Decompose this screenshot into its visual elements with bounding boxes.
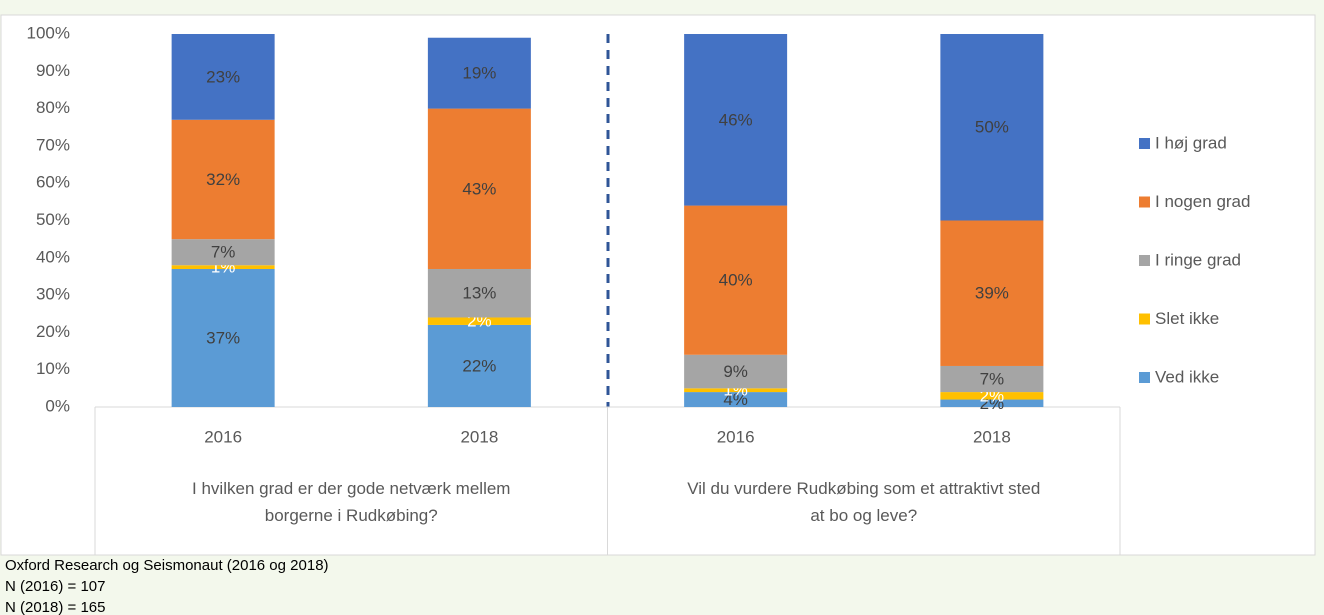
bar-segment [684, 388, 788, 393]
bar-segment [427, 268, 531, 318]
data-label: 19% [462, 64, 496, 83]
data-label: 22% [462, 356, 496, 375]
note: N (2016) = 107 [5, 578, 105, 595]
data-label: 9% [723, 362, 748, 381]
bar-segment [427, 37, 531, 109]
legend-swatch [1139, 138, 1150, 149]
x-tick-label: 2016 [717, 427, 755, 446]
data-label: 43% [462, 179, 496, 198]
legend-swatch [1139, 255, 1150, 266]
bar-segment [684, 354, 788, 389]
y-tick-label: 100% [27, 23, 70, 42]
data-label: 39% [975, 284, 1009, 303]
bar-segment [427, 317, 531, 325]
group-label: Vil du vurdere Rudkøbing som et attrakti… [687, 479, 1040, 525]
y-tick-label: 40% [36, 247, 70, 266]
y-tick-label: 60% [36, 173, 70, 192]
legend-label: I ringe grad [1155, 250, 1241, 269]
x-tick-label: 2018 [460, 427, 498, 446]
bar-segment [940, 220, 1044, 366]
note: N (2018) = 165 [5, 599, 105, 615]
legend-label: I nogen grad [1155, 192, 1250, 211]
bar-segment [940, 365, 1044, 393]
data-label: 40% [719, 271, 753, 290]
legend-swatch [1139, 196, 1150, 208]
x-tick-label: 2016 [204, 427, 242, 446]
y-tick-label: 10% [36, 359, 70, 378]
legend-swatch [1139, 313, 1150, 325]
data-label: 7% [211, 243, 236, 262]
x-tick-label: 2018 [973, 427, 1011, 446]
y-tick-label: 90% [36, 61, 70, 80]
bar-segment [684, 205, 788, 355]
legend-label: I høj grad [1155, 133, 1227, 152]
group-label: I hvilken grad er der gode netværk melle… [192, 479, 510, 525]
y-tick-label: 80% [36, 98, 70, 117]
data-label: 37% [206, 328, 240, 347]
y-tick-label: 50% [36, 210, 70, 229]
y-tick-label: 70% [36, 135, 70, 154]
data-label: 13% [462, 284, 496, 303]
bar-segment [684, 392, 788, 407]
y-tick-label: 30% [36, 285, 70, 304]
bar-segment [171, 239, 275, 266]
data-label: 23% [206, 67, 240, 86]
bar-segment [940, 399, 1044, 407]
legend-swatch [1139, 372, 1150, 383]
bar-segment [171, 265, 275, 269]
bar-segment [171, 34, 275, 120]
data-label: 32% [206, 170, 240, 189]
bar-segment [940, 34, 1044, 221]
data-label: 46% [719, 110, 753, 129]
y-tick-label: 20% [36, 322, 70, 341]
note: Oxford Research og Seismonaut (2016 og 2… [5, 557, 329, 574]
data-label: 7% [980, 370, 1005, 389]
bar-segment [427, 108, 531, 269]
bar-segment [171, 119, 275, 240]
legend-label: Slet ikke [1155, 309, 1219, 328]
bar-segment [171, 268, 275, 407]
legend-label: Ved ikke [1155, 367, 1219, 386]
bar-segment [684, 34, 788, 206]
bar-segment [940, 392, 1044, 400]
y-tick-label: 0% [45, 396, 70, 415]
bar-segment [427, 324, 531, 407]
data-label: 4% [723, 390, 748, 409]
data-label: 50% [975, 118, 1009, 137]
